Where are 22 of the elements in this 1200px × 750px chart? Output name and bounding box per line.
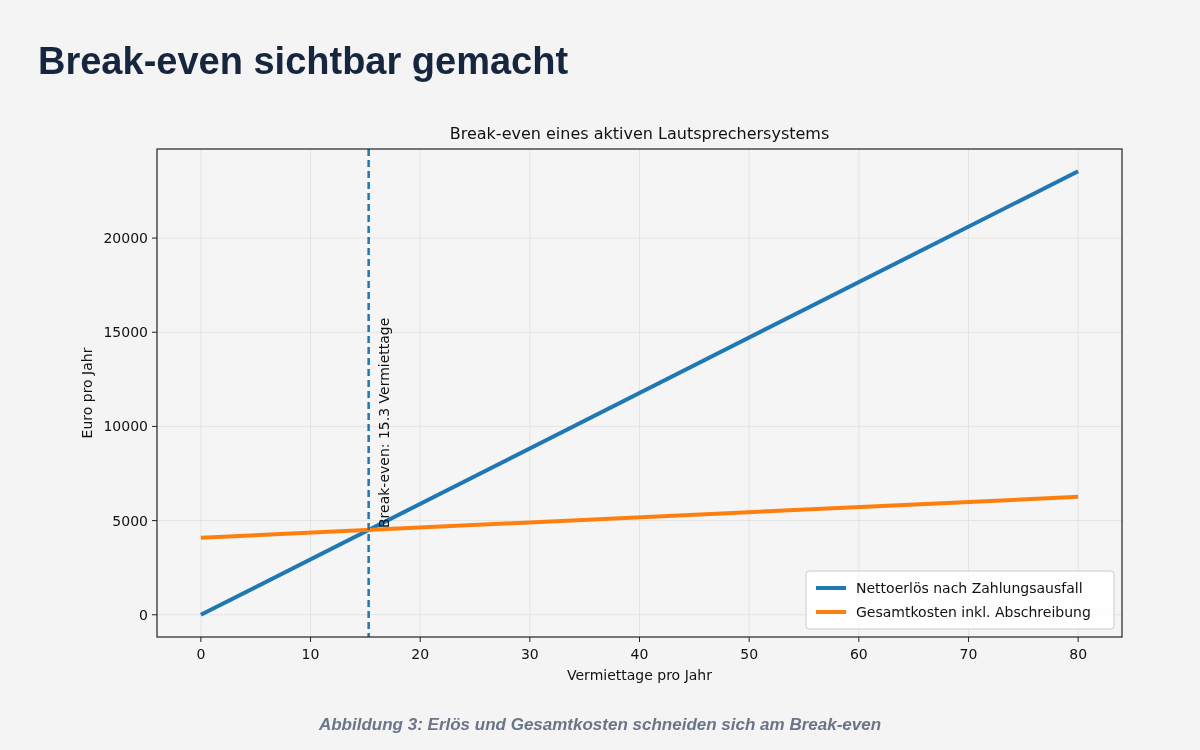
x-tick-label: 10 xyxy=(301,646,320,662)
y-tick-label: 5000 xyxy=(112,512,148,529)
x-axis-title: Vermiettage pro Jahr xyxy=(567,667,713,683)
chart-subtitle: Break-even eines aktiven Lautsprechersystems xyxy=(449,124,830,143)
ref-line-label: Break-even: 15.3 Vermiettage xyxy=(375,317,392,529)
x-tick-label: 70 xyxy=(959,646,978,662)
x-tick-label: 0 xyxy=(196,646,206,662)
chart-title: Break-even sichtbar gemacht xyxy=(38,40,569,82)
x-tick-label: 80 xyxy=(1069,646,1088,662)
x-tick-label: 40 xyxy=(630,646,649,662)
x-tick-label: 20 xyxy=(411,646,430,662)
y-axis-title: Euro pro Jahr xyxy=(79,347,95,439)
text: Abbildung 3: Erlös und Gesamtkosten schneiden sich am Break-even xyxy=(317,715,882,734)
y-tick-label: 10000 xyxy=(103,418,148,435)
y-tick-label: 15000 xyxy=(103,324,148,341)
legend-label: Gesamtkosten inkl. Abschreibung xyxy=(856,604,1091,620)
legend-label: Nettoerlös nach Zahlungsausfall xyxy=(856,580,1083,596)
y-tick-label: 0 xyxy=(139,606,148,623)
y-tick-label: 20000 xyxy=(103,230,148,247)
x-tick-label: 30 xyxy=(520,646,539,662)
x-tick-label: 60 xyxy=(849,646,868,662)
x-tick-label: 50 xyxy=(740,646,759,662)
